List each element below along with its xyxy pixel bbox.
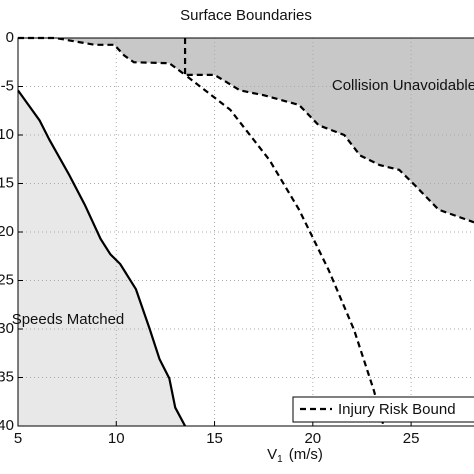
x-tick-label: 15 (206, 430, 223, 447)
plot-frame (17, 37, 474, 427)
y-tick-label: 0 (6, 29, 14, 46)
y-tick-label: -15 (0, 174, 14, 191)
x-tick-label: 5 (14, 430, 22, 447)
annotation: Speeds Matched (12, 311, 125, 328)
y-tick-label: -25 (0, 271, 14, 288)
legend: Injury Risk Bound (292, 396, 474, 423)
x-label-unit: (m/s) (289, 446, 323, 463)
region-fill (18, 38, 474, 223)
x-tick-label: 10 (108, 430, 125, 447)
x-label-main: V (267, 446, 277, 463)
x-tick-label: 25 (403, 430, 420, 447)
y-tick-label: -40 (0, 417, 14, 434)
chart-title: Surface Boundaries (180, 7, 312, 24)
legend-label: Injury Risk Bound (338, 401, 456, 418)
y-tick-label: -5 (1, 77, 14, 94)
y-tick-label: -20 (0, 223, 14, 240)
x-axis-label: V1 (m/s) (267, 446, 323, 465)
x-label-sub: 1 (277, 454, 283, 465)
x-tick-label: 20 (304, 430, 321, 447)
annotation: Collision Unavoidable (332, 77, 474, 94)
grid (17, 37, 474, 427)
region-fill (18, 90, 186, 426)
y-tick-label: -30 (0, 320, 14, 337)
y-tick-label: -10 (0, 126, 14, 143)
boundary-line (17, 89, 187, 427)
lines (17, 36, 474, 427)
boundary-line (183, 38, 385, 427)
y-tick-label: -35 (0, 368, 14, 385)
